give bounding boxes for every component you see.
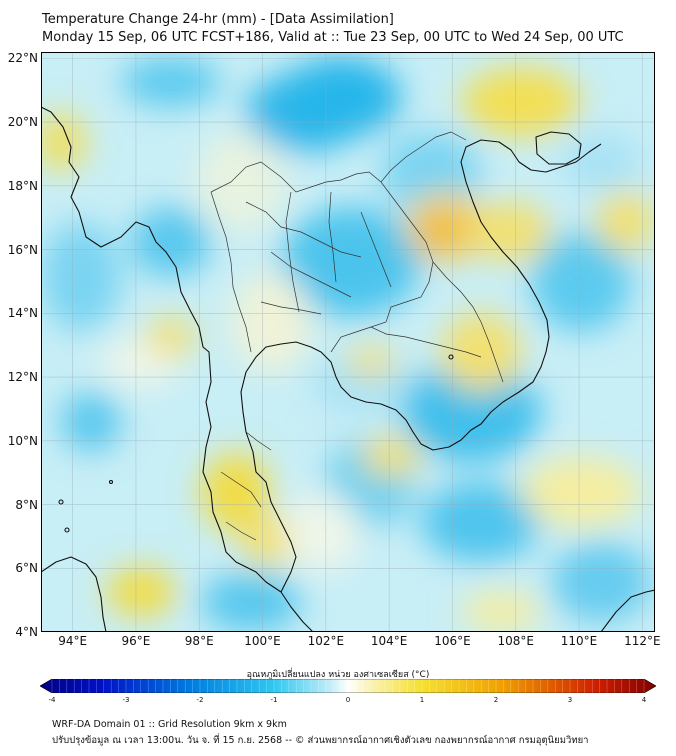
lon-label: 100°E <box>244 634 281 648</box>
colorbar-tick-label: -2 <box>196 696 204 704</box>
chart-subtitle: Monday 15 Sep, 06 UTC FCST+186, Valid at… <box>42 30 624 45</box>
lon-label: 94°E <box>58 634 88 648</box>
lat-label: 6°N <box>15 561 38 576</box>
lat-label: 22°N <box>7 51 38 66</box>
lon-label: 104°E <box>370 634 408 648</box>
colorbar-tick-label: 2 <box>493 696 499 704</box>
colorbar-tick-label: 4 <box>641 696 647 704</box>
admin-borders <box>210 131 504 541</box>
map-panel <box>41 52 655 632</box>
graticule <box>41 52 655 632</box>
colorbar-tick-label: 1 <box>419 696 425 704</box>
colorbar-tick-label: 0 <box>345 696 351 704</box>
colorbar-tick-label: -4 <box>48 696 56 704</box>
lon-label: 98°E <box>184 634 214 648</box>
lat-label: 12°N <box>7 370 38 385</box>
lat-label: 18°N <box>7 178 38 193</box>
colorbar <box>40 679 656 693</box>
lon-label: 108°E <box>497 634 534 648</box>
colorbar-tick-label: -1 <box>270 696 278 704</box>
chart-title: Temperature Change 24-hr (mm) - [Data As… <box>42 12 394 27</box>
temperature-map <box>41 52 655 632</box>
lat-label: 20°N <box>7 115 38 130</box>
lat-label: 10°N <box>7 433 38 448</box>
lon-label: 112°E <box>624 634 661 648</box>
colorbar-tick-label: -3 <box>122 696 130 704</box>
colorbar-tick-label: 3 <box>567 696 573 704</box>
lon-label: 102°E <box>307 634 345 648</box>
lat-label: 14°N <box>7 306 38 321</box>
map-frame <box>41 52 655 632</box>
lat-label: 4°N <box>15 625 38 639</box>
lat-label: 16°N <box>7 242 38 257</box>
coastlines-borders <box>41 106 655 632</box>
lon-label: 106°E <box>434 634 471 648</box>
colorbar-title: อุณหภูมิเปลี่ยนแปลง หน่วย องศาเซลเซียส (… <box>246 670 430 680</box>
lat-label: 8°N <box>15 497 38 512</box>
footer-grid-info: WRF-DA Domain 01 :: Grid Resolution 9km … <box>52 719 287 730</box>
lon-label: 96°E <box>121 634 151 648</box>
footer-credit: ปรับปรุงข้อมูล ณ เวลา 13:00น. วัน จ. ที่… <box>52 735 589 746</box>
lon-label: 110°E <box>560 634 598 648</box>
